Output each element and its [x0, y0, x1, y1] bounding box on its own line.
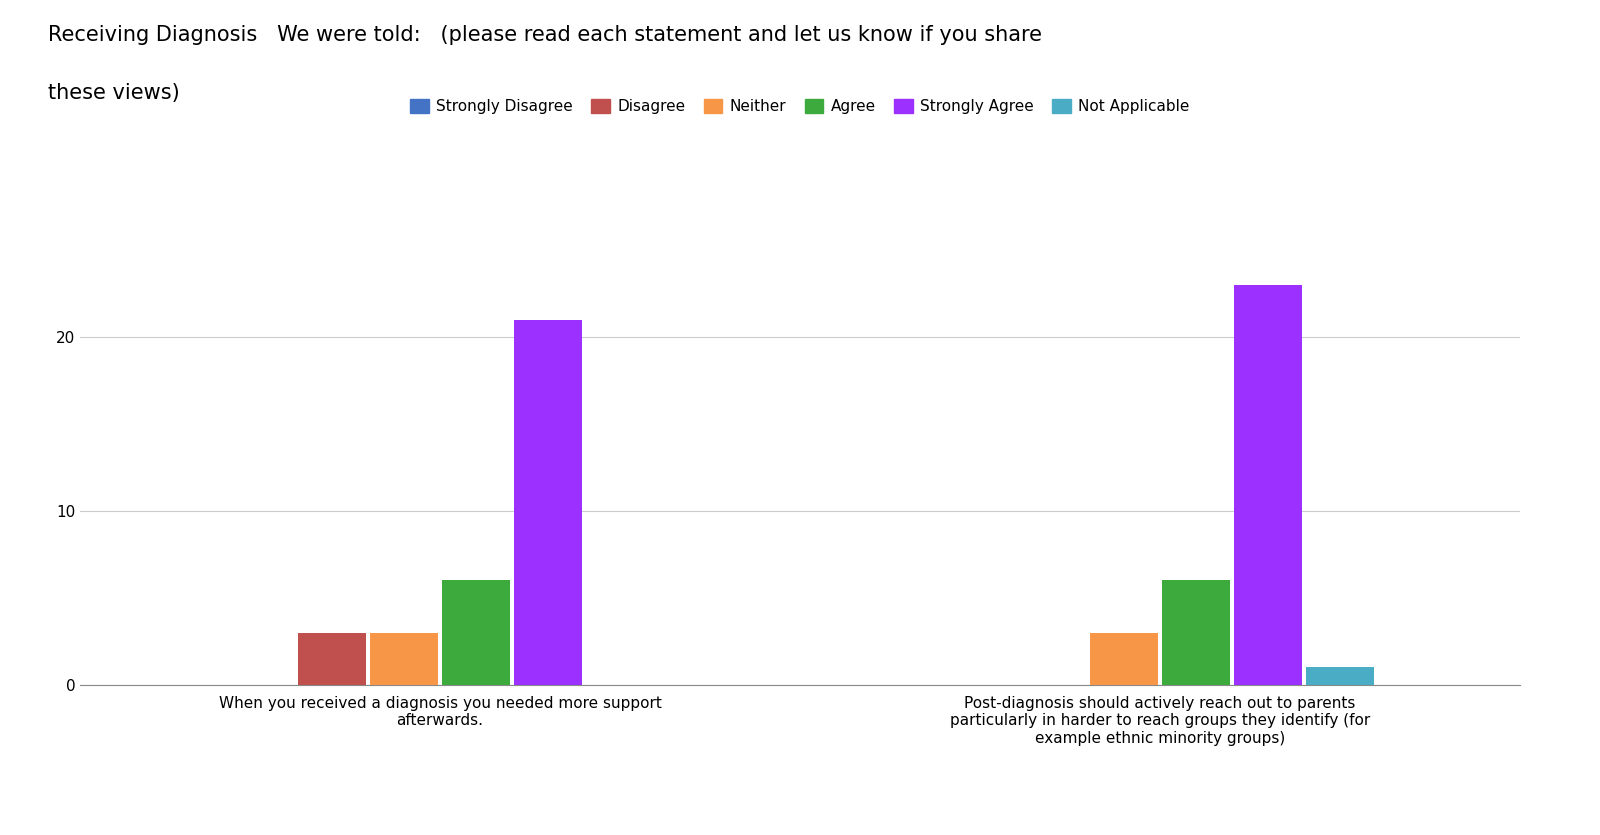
Bar — [298, 633, 366, 685]
Bar — [1306, 667, 1374, 685]
Bar — [442, 580, 510, 685]
Bar — [514, 320, 582, 685]
Legend: Strongly Disagree, Disagree, Neither, Agree, Strongly Agree, Not Applicable: Strongly Disagree, Disagree, Neither, Ag… — [405, 94, 1195, 120]
Bar — [1162, 580, 1230, 685]
Bar — [370, 633, 438, 685]
Bar — [1090, 633, 1158, 685]
Text: these views): these views) — [48, 84, 179, 104]
Text: Receiving Diagnosis   We were told:   (please read each statement and let us kno: Receiving Diagnosis We were told: (pleas… — [48, 25, 1042, 45]
Bar — [1234, 286, 1302, 685]
